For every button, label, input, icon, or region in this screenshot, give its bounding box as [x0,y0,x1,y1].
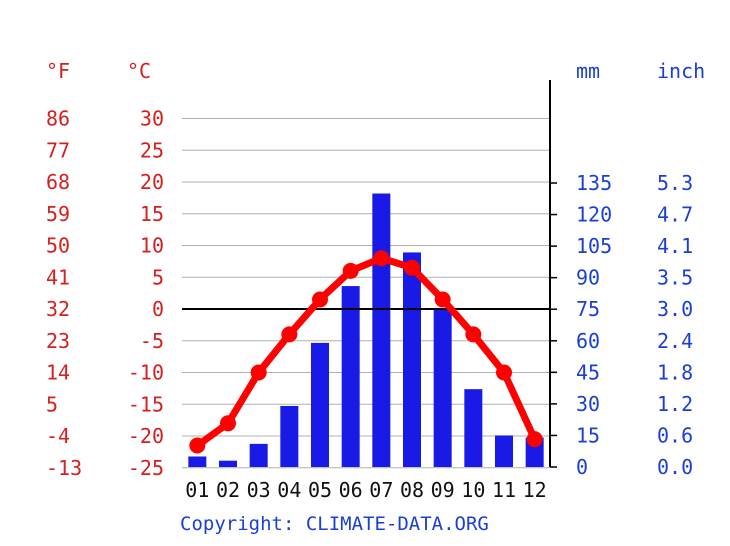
right-axis [549,80,557,468]
fahrenheit-tick-label: 32 [46,297,70,321]
temp-point [434,291,451,308]
inch-tick-label: 0.6 [657,423,693,447]
unit-mm: mm [576,59,600,83]
month-label: 12 [523,478,547,502]
mm-ticks: 135 120 105 90 75 60 45 30 15 0 [576,171,612,479]
inch-tick-label: 1.8 [657,360,693,384]
inch-tick-label: 3.0 [657,297,693,321]
unit-celsius: °C [127,59,151,83]
fahrenheit-tick-label: 14 [46,361,70,385]
mm-tick-label: 120 [576,203,612,227]
precip-bar [403,252,421,467]
temperature-line [189,250,543,454]
celsius-tick-label: 15 [140,202,164,226]
inch-tick-label: 3.5 [657,266,693,290]
precip-bar [341,286,360,467]
month-label: 02 [216,478,240,502]
precip-bar [495,435,513,467]
month-label: 03 [247,478,271,502]
fahrenheit-tick-label: -13 [46,456,82,480]
month-label: 11 [492,478,516,502]
temp-point [526,431,543,448]
temp-point [312,291,328,308]
month-labels: 01 02 03 04 05 06 07 08 09 10 11 12 [185,478,546,502]
celsius-ticks: 30 25 20 15 10 5 0 -5 -10 -15 -20 -25 [128,107,164,480]
celsius-tick-label: 25 [140,138,164,162]
precip-bar [311,342,329,467]
temp-point [404,259,420,276]
inch-tick-label: 2.4 [657,329,693,353]
celsius-tick-label: -10 [128,361,164,385]
temp-point [189,437,206,454]
inch-tick-label: 0.0 [657,455,693,479]
month-label: 10 [461,478,485,502]
celsius-tick-label: -25 [128,456,164,480]
celsius-tick-label: 20 [140,170,164,194]
celsius-tick-label: 30 [140,107,164,131]
unit-fahrenheit: °F [46,59,70,83]
precip-bar [372,193,391,467]
inch-tick-label: 5.3 [657,171,693,195]
mm-tick-label: 60 [576,329,600,353]
fahrenheit-tick-label: 23 [46,329,70,353]
mm-tick-label: 15 [576,423,600,447]
month-label: 08 [400,478,424,502]
celsius-tick-label: 0 [152,297,164,321]
temp-point [342,262,359,279]
precip-bar [219,460,237,467]
mm-tick-label: 75 [576,297,600,321]
precip-bar [433,309,452,467]
celsius-tick-label: -5 [140,329,164,353]
celsius-tick-label: 5 [152,265,164,289]
month-label: 06 [339,478,363,502]
unit-inch: inch [657,59,705,83]
temp-point [250,364,267,381]
inch-tick-label: 4.7 [657,203,693,227]
month-label: 07 [369,478,393,502]
celsius-tick-label: -20 [128,424,164,448]
month-label: 05 [308,478,332,502]
precip-bar [249,443,268,467]
celsius-tick-label: -15 [128,392,164,416]
copyright-text: Copyright: CLIMATE-DATA.ORG [180,513,489,535]
month-label: 01 [185,478,209,502]
temp-point [373,250,390,267]
fahrenheit-tick-label: 59 [46,202,70,226]
celsius-tick-label: 10 [140,234,164,258]
precip-bar [464,389,483,467]
precipitation-bars [188,193,544,467]
month-label: 04 [277,478,301,502]
temp-point [281,326,298,343]
fahrenheit-tick-label: 50 [46,234,70,258]
fahrenheit-tick-label: 68 [46,170,70,194]
temp-point [496,364,512,381]
temp-point [465,326,482,343]
grid-lines [182,118,550,469]
mm-tick-label: 30 [576,392,600,416]
fahrenheit-tick-label: -4 [46,424,70,448]
mm-tick-label: 105 [576,234,612,258]
mm-tick-label: 135 [576,171,612,195]
precip-bar [188,456,207,467]
fahrenheit-tick-label: 41 [46,265,70,289]
fahrenheit-tick-label: 77 [46,138,70,162]
mm-tick-label: 45 [576,360,600,384]
inch-tick-label: 4.1 [657,234,693,258]
temp-line [193,254,539,450]
precip-bar [280,405,299,467]
fahrenheit-ticks: 86 77 68 59 50 41 32 23 14 5 -4 -13 [46,107,82,480]
inch-tick-label: 1.2 [657,392,693,416]
fahrenheit-tick-label: 5 [46,392,58,416]
temp-point [220,415,236,432]
fahrenheit-tick-label: 86 [46,107,70,131]
mm-tick-label: 90 [576,266,600,290]
inch-ticks: 5.3 4.7 4.1 3.5 3.0 2.4 1.8 1.2 0.6 0.0 [657,171,693,479]
month-label: 09 [431,478,455,502]
mm-tick-label: 0 [576,455,588,479]
